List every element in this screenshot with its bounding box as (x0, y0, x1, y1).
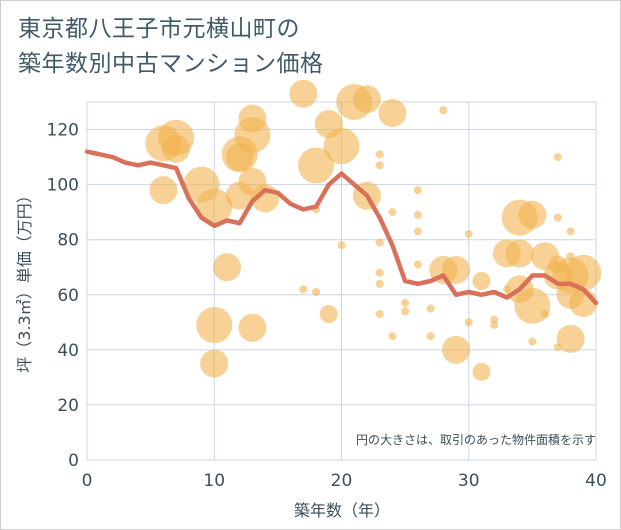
data-bubble (375, 268, 384, 277)
data-bubble (464, 318, 473, 327)
y-tick-label: 80 (57, 231, 79, 251)
y-tick-label: 20 (57, 396, 79, 416)
data-bubble (553, 153, 562, 162)
data-bubble (323, 128, 360, 165)
data-bubble (212, 253, 241, 282)
data-bubble (375, 161, 384, 170)
y-tick-label: 0 (68, 451, 79, 471)
data-bubble (472, 272, 491, 290)
x-axis-label: 築年数（年） (294, 501, 390, 520)
data-bubble (518, 200, 547, 229)
data-bubble (375, 310, 384, 319)
y-tick-label: 100 (47, 176, 79, 196)
data-bubble (505, 239, 534, 268)
chart-title-line2: 築年数別中古マンション価格 (18, 51, 324, 77)
data-bubble (442, 255, 471, 284)
tick-labels: 0 10 20 30 40 0 20 40 60 80 100 120 (47, 121, 607, 491)
data-bubble (378, 99, 407, 128)
data-bubble (413, 227, 422, 236)
x-tick-label: 30 (458, 471, 480, 491)
x-tick-label: 20 (331, 471, 353, 491)
data-bubble (319, 305, 338, 324)
data-bubble (413, 210, 422, 219)
data-bubble (464, 230, 473, 239)
data-bubble (234, 117, 271, 154)
x-tick-label: 40 (585, 471, 607, 491)
data-bubble (566, 227, 575, 236)
data-bubble (149, 176, 178, 205)
y-tick-label: 40 (57, 341, 79, 361)
data-bubble (352, 85, 381, 114)
data-bubble (162, 134, 191, 163)
data-bubble (490, 315, 499, 324)
data-bubble (375, 150, 384, 159)
data-bubble (514, 287, 551, 324)
data-bubble (375, 279, 384, 288)
data-bubble (196, 188, 233, 225)
data-bubble (442, 335, 471, 364)
data-bubble (401, 299, 410, 308)
x-tick-label: 10 (203, 471, 225, 491)
y-tick-label: 60 (57, 286, 79, 306)
y-axis-label: 坪（3.3㎡）単価（万円） (15, 187, 34, 372)
data-bubble (426, 332, 435, 341)
data-bubble (238, 313, 267, 342)
chart-title-line1: 東京都八王子市元横山町の (18, 16, 300, 42)
data-bubble (375, 238, 384, 247)
y-tick-label: 120 (47, 121, 79, 141)
data-bubble (541, 310, 550, 319)
chart-title: 東京都八王子市元横山町の 築年数別中古マンション価格 (18, 12, 324, 82)
data-bubble (413, 260, 422, 269)
data-bubble (289, 79, 318, 108)
data-bubble (565, 254, 602, 291)
data-bubble (426, 304, 435, 313)
x-tick-label: 0 (82, 471, 93, 491)
data-bubble (528, 337, 537, 346)
data-bubble (472, 362, 491, 381)
data-bubble (388, 208, 397, 217)
data-bubble (439, 106, 448, 115)
data-bubble (312, 288, 321, 297)
data-bubble (401, 307, 410, 316)
data-bubble (200, 349, 229, 378)
data-bubble (556, 324, 585, 353)
data-bubble (337, 241, 346, 250)
trend-line (84, 149, 599, 306)
data-bubble (196, 307, 233, 344)
data-bubble (490, 321, 499, 330)
data-bubble (388, 332, 397, 341)
data-bubble (298, 147, 335, 184)
data-bubble (299, 285, 308, 294)
bubble-layer (145, 79, 602, 381)
data-bubble (553, 213, 562, 222)
size-annotation: 円の大きさは、取引のあった物件面積を示す (356, 432, 596, 447)
data-bubble (413, 186, 422, 195)
